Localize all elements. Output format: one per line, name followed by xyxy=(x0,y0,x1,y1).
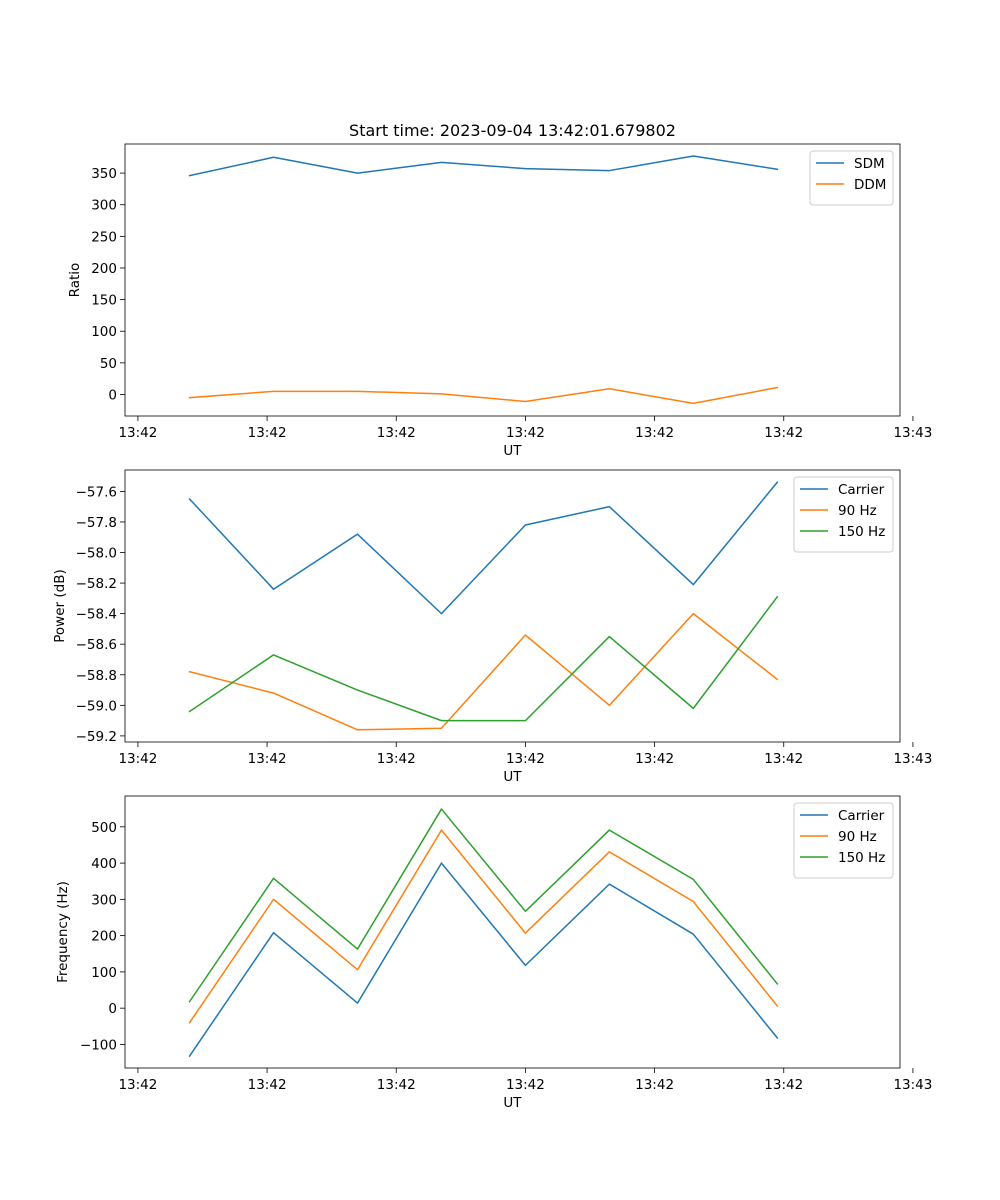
x-tick-label: 13:42 xyxy=(764,751,803,767)
x-tick-label: 13:42 xyxy=(764,1077,803,1093)
series-line-sdm xyxy=(188,155,779,177)
x-tick-label: 13:42 xyxy=(635,1077,674,1093)
y-tick-label: 250 xyxy=(91,229,117,245)
x-tick-label: 13:42 xyxy=(377,1077,416,1093)
y-tick-label: 0 xyxy=(108,1001,117,1017)
y-tick-label: −59.0 xyxy=(76,698,117,714)
series-line-ddm xyxy=(188,386,779,405)
chart-title: Start time: 2023-09-04 13:42:01.679802 xyxy=(349,121,676,140)
x-tick-label: 13:43 xyxy=(893,1077,932,1093)
x-axis-label: UT xyxy=(503,769,522,785)
legend-entry-label: SDM xyxy=(854,156,885,172)
x-tick-label: 13:42 xyxy=(118,751,157,767)
series-line-carrier xyxy=(188,481,779,615)
plot-frame xyxy=(124,469,901,743)
plot-frame xyxy=(124,795,901,1069)
x-tick-label: 13:43 xyxy=(893,425,932,441)
series-line-90-hz xyxy=(188,612,779,731)
y-tick-label: −58.2 xyxy=(76,576,117,592)
x-tick-label: 13:42 xyxy=(635,751,674,767)
y-axis-label: Power (dB) xyxy=(52,569,68,642)
x-tick-label: 13:42 xyxy=(764,425,803,441)
chart-panel-3: 13:42 13:42 13:42 13:42 13:42 13:42 13:43 −100 0… xyxy=(55,795,932,1111)
y-tick-label: 100 xyxy=(91,324,117,340)
x-tick-label: 13:42 xyxy=(248,751,287,767)
legend-entry-label: 90 Hz xyxy=(838,503,877,519)
y-tick-label: 50 xyxy=(100,356,117,372)
legend-entry-label: DDM xyxy=(854,177,886,193)
y-tick-label: 0 xyxy=(108,387,117,403)
y-tick-label: −58.6 xyxy=(76,637,117,653)
x-tick-label: 13:42 xyxy=(248,425,287,441)
y-tick-label: 300 xyxy=(91,198,117,214)
chart-panel-2: 13:42 13:42 13:42 13:42 13:42 13:42 13:43 −59.2… xyxy=(52,469,932,785)
series-line-carrier xyxy=(188,862,779,1058)
y-tick-label: −58.8 xyxy=(76,668,117,684)
series-line-150-hz xyxy=(188,595,779,722)
y-tick-label: 200 xyxy=(91,261,117,277)
y-tick-label: −58.4 xyxy=(76,607,117,623)
x-tick-label: 13:42 xyxy=(506,751,545,767)
x-tick-label: 13:43 xyxy=(893,751,932,767)
legend-box xyxy=(809,150,894,206)
y-tick-label: 200 xyxy=(91,929,117,945)
x-tick-label: 13:42 xyxy=(377,751,416,767)
chart-panel-1: 13:42 13:42 13:42 13:42 13:42 13:42 13:43 0 50 10… xyxy=(67,143,932,459)
y-tick-label: −59.2 xyxy=(76,729,117,745)
legend-box xyxy=(793,802,894,879)
legend: Carrier 90 Hz 150 Hz xyxy=(793,476,894,553)
y-tick-label: −100 xyxy=(80,1037,117,1053)
legend-entry-label: 90 Hz xyxy=(838,829,877,845)
x-tick-label: 13:42 xyxy=(377,425,416,441)
x-axis-label: UT xyxy=(503,1095,522,1111)
y-axis-label: Frequency (Hz) xyxy=(55,881,71,983)
y-tick-label: −58.0 xyxy=(76,546,117,562)
y-tick-label: 150 xyxy=(91,293,117,309)
y-tick-label: 350 xyxy=(91,166,117,182)
x-tick-label: 13:42 xyxy=(506,1077,545,1093)
x-tick-label: 13:42 xyxy=(118,1077,157,1093)
legend: Carrier 90 Hz 150 Hz xyxy=(793,802,894,879)
legend: SDM DDM xyxy=(809,150,894,206)
y-tick-label: 300 xyxy=(91,892,117,908)
x-tick-label: 13:42 xyxy=(118,425,157,441)
legend-entry-label: 150 Hz xyxy=(838,524,885,540)
legend-entry-label: Carrier xyxy=(838,808,885,824)
series-line-90-hz xyxy=(188,829,779,1024)
plot-frame xyxy=(124,143,901,417)
y-tick-label: −57.8 xyxy=(76,515,117,531)
x-tick-label: 13:42 xyxy=(248,1077,287,1093)
legend-entry-label: 150 Hz xyxy=(838,850,885,866)
x-tick-label: 13:42 xyxy=(635,425,674,441)
y-tick-label: −57.6 xyxy=(76,484,117,500)
y-tick-label: 500 xyxy=(91,820,117,836)
x-axis-label: UT xyxy=(503,443,522,459)
y-tick-label: 100 xyxy=(91,965,117,981)
legend-entry-label: Carrier xyxy=(838,482,885,498)
series-line-150-hz xyxy=(188,808,779,1003)
legend-box xyxy=(793,476,894,553)
x-tick-label: 13:42 xyxy=(506,425,545,441)
y-tick-label: 400 xyxy=(91,856,117,872)
y-axis-label: Ratio xyxy=(67,263,83,298)
